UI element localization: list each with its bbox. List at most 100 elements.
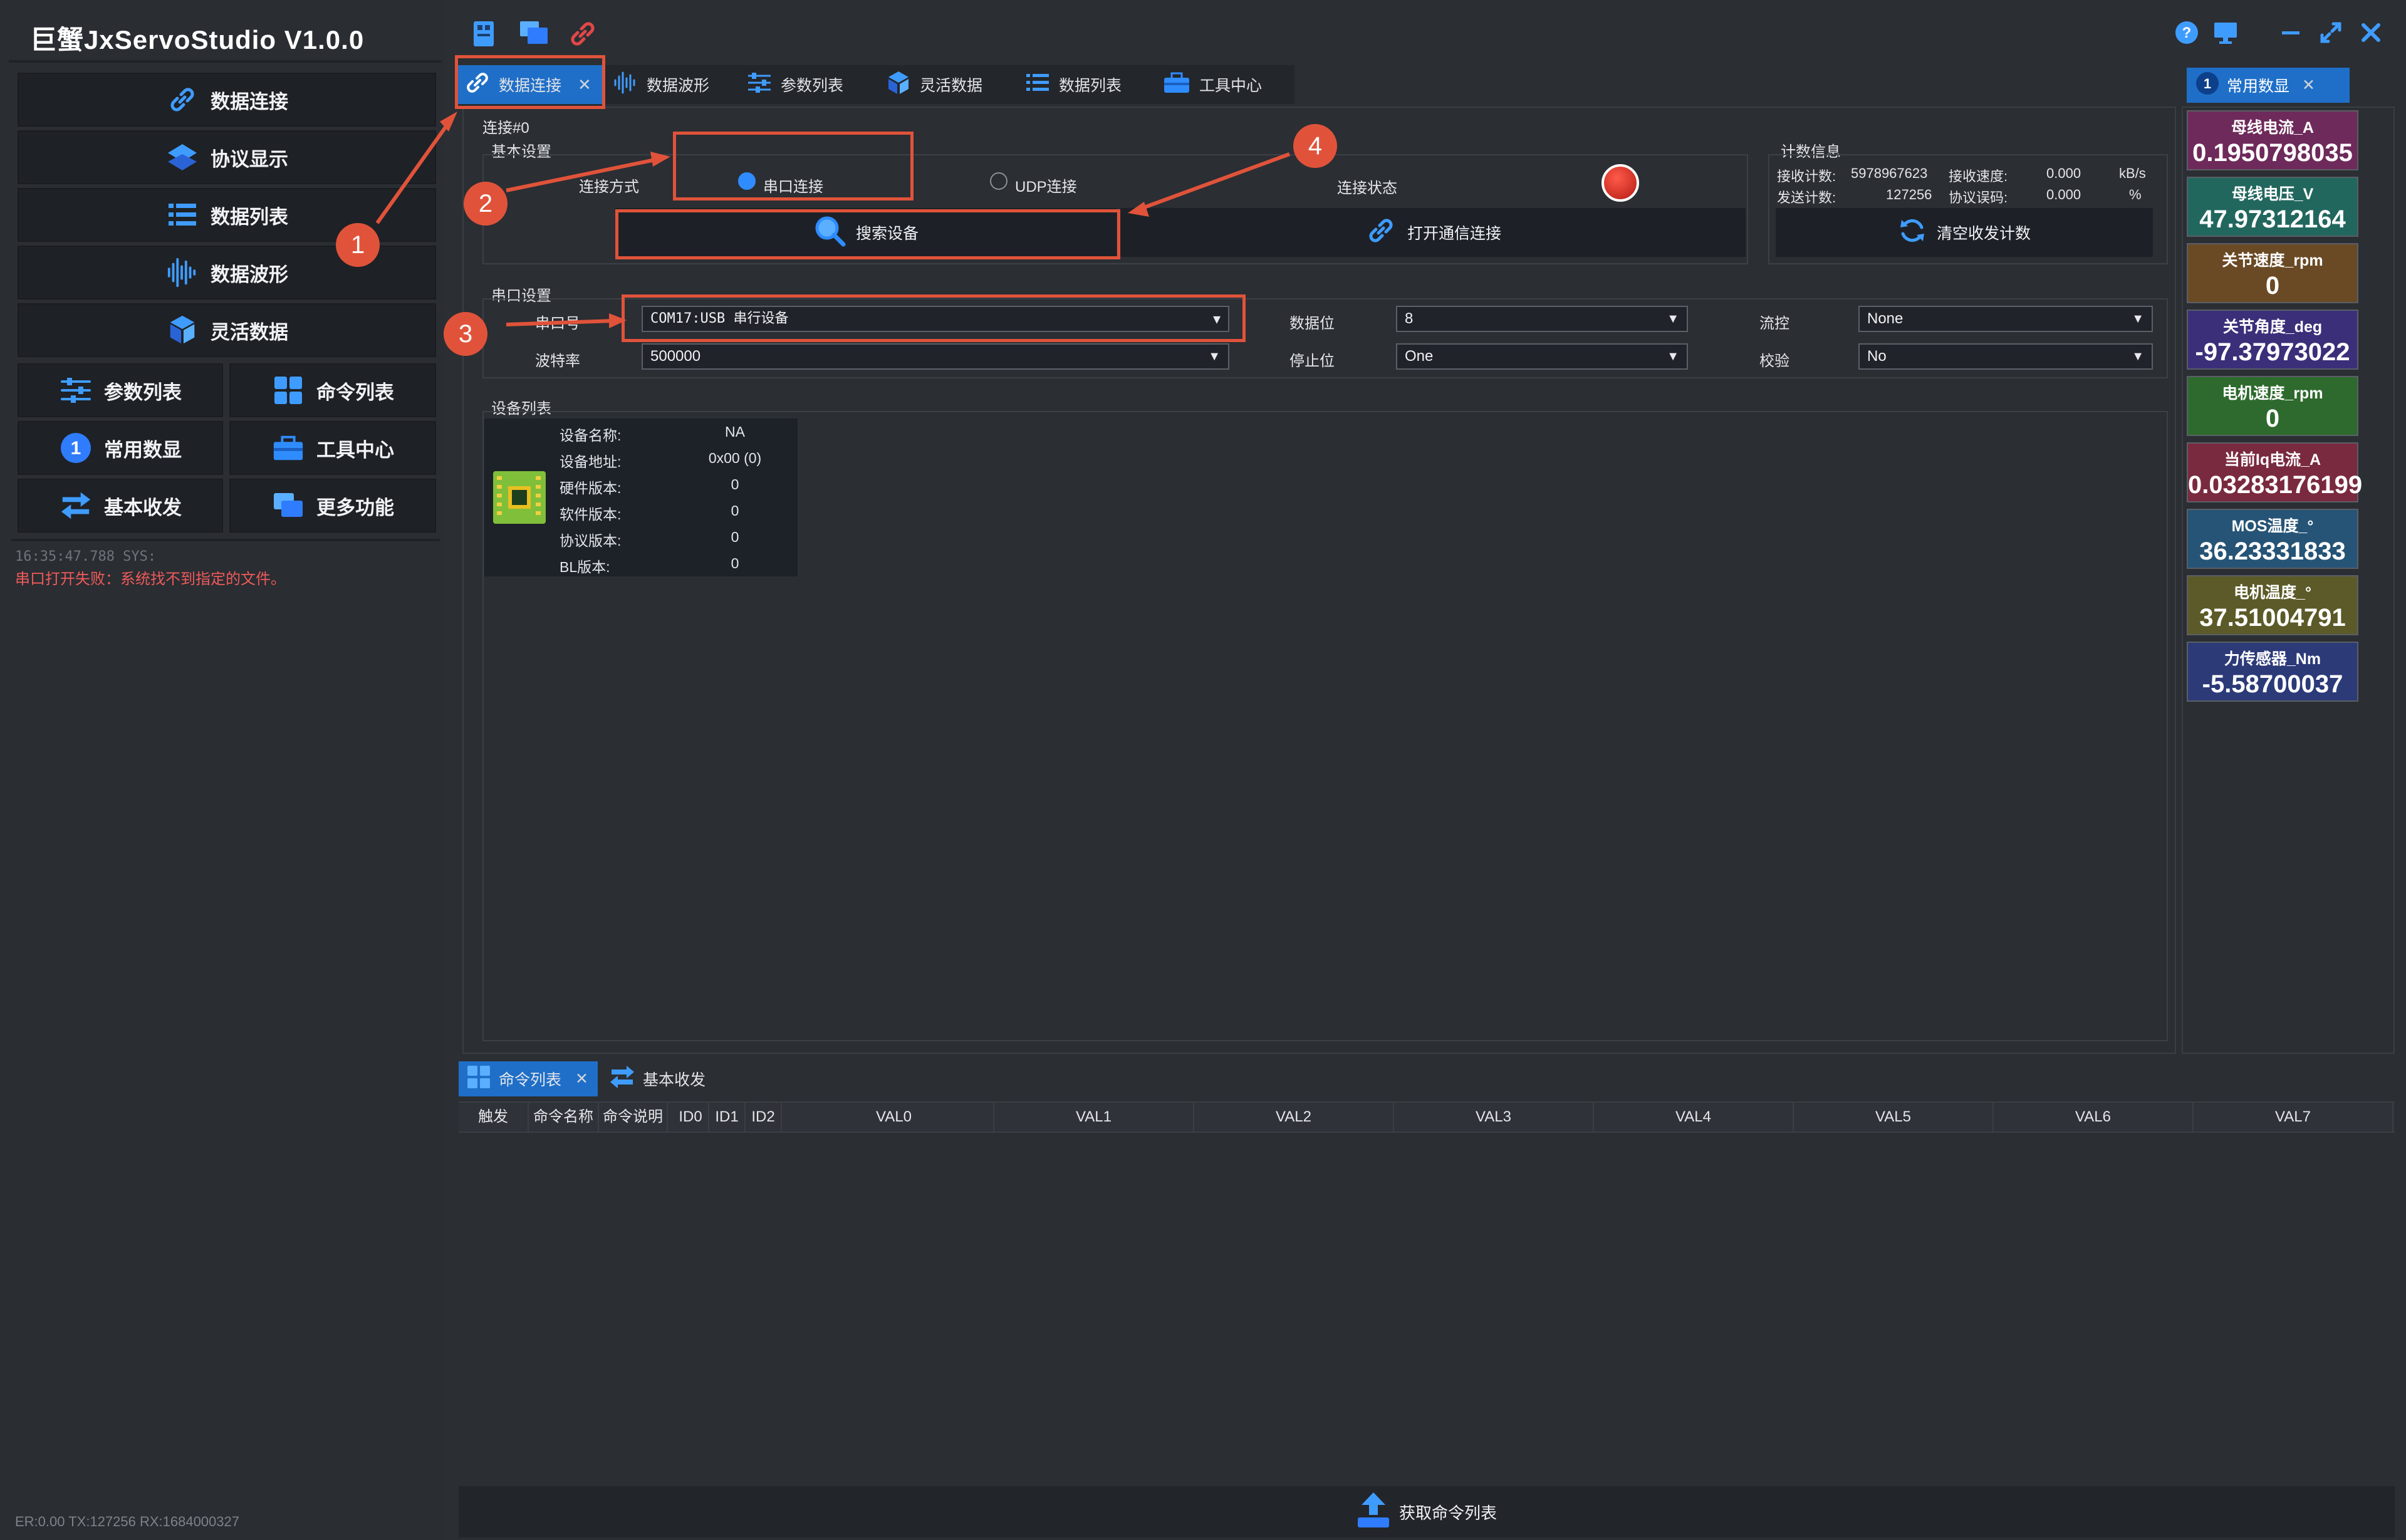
- tab-data-waveform[interactable]: 数据波形: [603, 65, 737, 104]
- button-label: 搜索设备: [855, 225, 919, 242]
- minimize-icon[interactable]: [2277, 20, 2304, 48]
- flow-control-select[interactable]: None ▼: [1858, 306, 2153, 332]
- column-header[interactable]: 命令说明: [599, 1103, 668, 1132]
- monitor-icon[interactable]: [2212, 20, 2239, 48]
- number-one-icon: 1: [2195, 71, 2219, 100]
- nav-command-list[interactable]: 命令列表: [229, 363, 436, 417]
- tab-close-icon[interactable]: ✕: [575, 1070, 588, 1088]
- tab-param-list[interactable]: 参数列表: [737, 65, 876, 104]
- svg-text:1: 1: [71, 438, 81, 459]
- column-header[interactable]: VAL4: [1594, 1103, 1794, 1132]
- column-header[interactable]: VAL6: [1994, 1103, 2194, 1132]
- readout-value: 0: [2265, 272, 2280, 299]
- readout-title: 关节角度_deg: [2222, 318, 2323, 336]
- tab-basic-transceive[interactable]: 基本收发: [602, 1061, 727, 1096]
- baud-select[interactable]: 500000 ▼: [642, 343, 1229, 370]
- nav-data-connection[interactable]: 数据连接: [18, 73, 436, 127]
- number-one-icon: 1: [59, 431, 93, 465]
- nav-more-functions[interactable]: 更多功能: [229, 479, 436, 533]
- tab-flexible-data[interactable]: 灵活数据: [876, 65, 1015, 104]
- list-icon: [1025, 70, 1050, 100]
- search-device-button[interactable]: 搜索设备: [615, 208, 1117, 257]
- toolbox-icon: [271, 431, 305, 465]
- readout-value: 0.03283176199: [2188, 471, 2363, 499]
- tab-data-list[interactable]: 数据列表: [1015, 65, 1153, 104]
- command-table[interactable]: 触发 命令名称 命令说明 ID0 ID1 ID2 VAL0 VAL1 VAL2 VAL3 VAL4 V…: [459, 1101, 2395, 1486]
- readout-card[interactable]: 电机温度_° 37.51004791: [2187, 575, 2358, 635]
- column-header[interactable]: VAL5: [1794, 1103, 1994, 1132]
- readout-card[interactable]: 关节角度_deg -97.37973022: [2187, 310, 2358, 370]
- nav-param-list[interactable]: 参数列表: [18, 363, 223, 417]
- nav-label: 数据波形: [211, 263, 288, 286]
- nav-label: 工具中心: [316, 439, 394, 461]
- windows-icon[interactable]: [519, 19, 549, 49]
- tab-close-icon[interactable]: ✕: [578, 75, 591, 94]
- readout-value: -5.58700037: [2202, 670, 2343, 698]
- readout-value: 36.23331833: [2199, 538, 2346, 565]
- column-header[interactable]: VAL0: [794, 1103, 994, 1132]
- column-header[interactable]: 触发: [459, 1103, 529, 1132]
- column-header[interactable]: ID0: [673, 1103, 709, 1132]
- hardware-version-value: 0: [731, 476, 739, 492]
- readout-card[interactable]: 母线电压_V 47.97312164: [2187, 177, 2358, 237]
- nav-protocol-display[interactable]: 协议显示: [18, 130, 436, 184]
- column-header[interactable]: VAL2: [1194, 1103, 1394, 1132]
- software-version-value: 0: [731, 502, 739, 519]
- bootloader-version-value: 0: [731, 555, 739, 571]
- readout-card[interactable]: 关节速度_rpm 0: [2187, 243, 2358, 303]
- readout-value: 37.51004791: [2199, 604, 2346, 632]
- tab-common-display[interactable]: 1 常用数显 ✕: [2187, 68, 2350, 103]
- link-icon: [465, 71, 490, 98]
- stopbits-select[interactable]: One ▼: [1396, 343, 1688, 370]
- tab-close-icon[interactable]: ✕: [2302, 76, 2315, 94]
- column-header[interactable]: VAL1: [994, 1103, 1194, 1132]
- link-icon: [165, 83, 199, 117]
- serial-radio[interactable]: [738, 172, 756, 190]
- databits-select[interactable]: 8 ▼: [1396, 306, 1688, 332]
- tab-tool-center[interactable]: 工具中心: [1153, 65, 1294, 104]
- column-header[interactable]: 命令名称: [529, 1103, 599, 1132]
- device-card[interactable]: 设备名称: NA 设备地址: 0x00 (0) 硬件版本: 0 软件版本: 0 …: [484, 419, 798, 576]
- tx-count-value: 127256: [1886, 187, 1932, 202]
- cube-icon: [165, 313, 199, 347]
- open-connection-button[interactable]: 打开通信连接: [1120, 208, 1746, 257]
- help-icon[interactable]: ?: [2173, 20, 2200, 48]
- nav-basic-transceive[interactable]: 基本收发: [18, 479, 223, 533]
- close-icon[interactable]: [2357, 20, 2385, 48]
- title-divider: [9, 60, 441, 63]
- readout-value: 0.1950798035: [2192, 139, 2353, 167]
- maximize-icon[interactable]: [2317, 20, 2345, 48]
- column-header[interactable]: ID2: [746, 1103, 782, 1132]
- clear-counts-button[interactable]: 清空收发计数: [1776, 208, 2153, 257]
- connection-heading: 连接#0: [482, 120, 529, 137]
- device-icon[interactable]: [470, 19, 500, 49]
- fetch-command-list-button[interactable]: 获取命令列表: [459, 1486, 2395, 1537]
- flow-control-label: 流控: [1759, 315, 1789, 332]
- bottom-tab-strip: 命令列表 ✕ 基本收发: [459, 1061, 741, 1096]
- tab-command-list[interactable]: 命令列表 ✕: [459, 1061, 598, 1096]
- column-header[interactable]: VAL3: [1394, 1103, 1594, 1132]
- readout-card[interactable]: 电机速度_rpm 0: [2187, 376, 2358, 436]
- tab-data-connection[interactable]: 数据连接 ✕: [455, 65, 603, 104]
- column-header[interactable]: VAL7: [2194, 1103, 2393, 1132]
- nav-flexible-data[interactable]: 灵活数据: [18, 303, 436, 357]
- log-error-message: 串口打开失败：系统找不到指定的文件。: [15, 571, 286, 588]
- column-header[interactable]: ID1: [709, 1103, 746, 1132]
- readout-card[interactable]: 当前Iq电流_A 0.03283176199: [2187, 442, 2363, 502]
- upload-icon: [1357, 1491, 1390, 1533]
- readout-card[interactable]: 母线电流_A 0.1950798035: [2187, 110, 2358, 170]
- nav-common-display[interactable]: 1 常用数显: [18, 421, 223, 475]
- udp-radio[interactable]: [990, 172, 1008, 190]
- parity-select[interactable]: No ▼: [1858, 343, 2153, 370]
- nav-tool-center[interactable]: 工具中心: [229, 421, 436, 475]
- swap-icon: [59, 489, 93, 523]
- disconnect-link-icon[interactable]: [568, 19, 598, 49]
- port-select[interactable]: COM17:USB 串行设备 ▼: [642, 306, 1229, 332]
- stats-group: [1768, 154, 2168, 264]
- tab-label: 命令列表: [499, 1071, 562, 1089]
- readout-card[interactable]: MOS温度_° 36.23331833: [2187, 509, 2358, 569]
- readout-card[interactable]: 力传感器_Nm -5.58700037: [2187, 642, 2358, 702]
- link-icon: [1365, 214, 1397, 251]
- annotation-number: 1: [336, 223, 380, 267]
- tab-label: 数据列表: [1059, 77, 1122, 95]
